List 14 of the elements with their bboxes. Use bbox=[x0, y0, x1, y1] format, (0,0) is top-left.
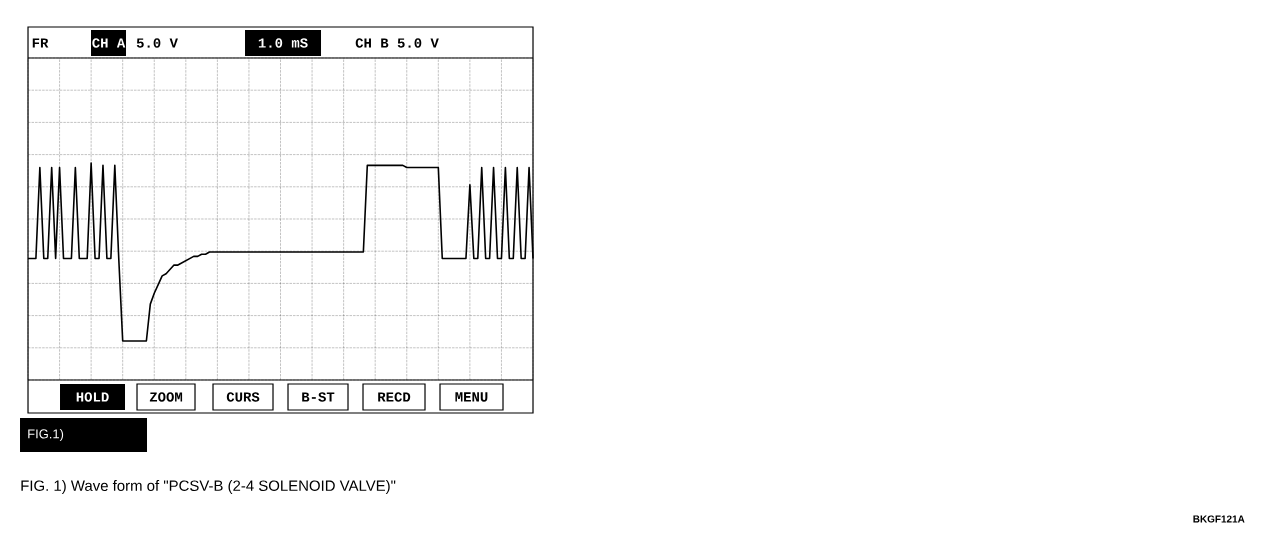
text: HOLD bbox=[76, 392, 109, 402]
text: 5.0 V bbox=[136, 38, 178, 48]
text: MENU bbox=[455, 392, 488, 402]
text: CH A bbox=[92, 38, 126, 48]
text: B-ST bbox=[302, 392, 335, 402]
text: BKGF121A bbox=[1193, 515, 1245, 523]
text: FIG. 1) Wave form of "PCSV-B (2-4 SOLENOID VALVE)" bbox=[21, 480, 396, 494]
text: ZOOM bbox=[149, 392, 183, 402]
caption: FIG.1) bbox=[28, 428, 64, 442]
text: FR bbox=[32, 38, 49, 48]
text: CH B 5.0 V bbox=[355, 38, 439, 48]
text: 1.0 mS bbox=[258, 38, 308, 48]
text: RECD bbox=[378, 392, 411, 402]
text: CURS bbox=[226, 392, 260, 402]
